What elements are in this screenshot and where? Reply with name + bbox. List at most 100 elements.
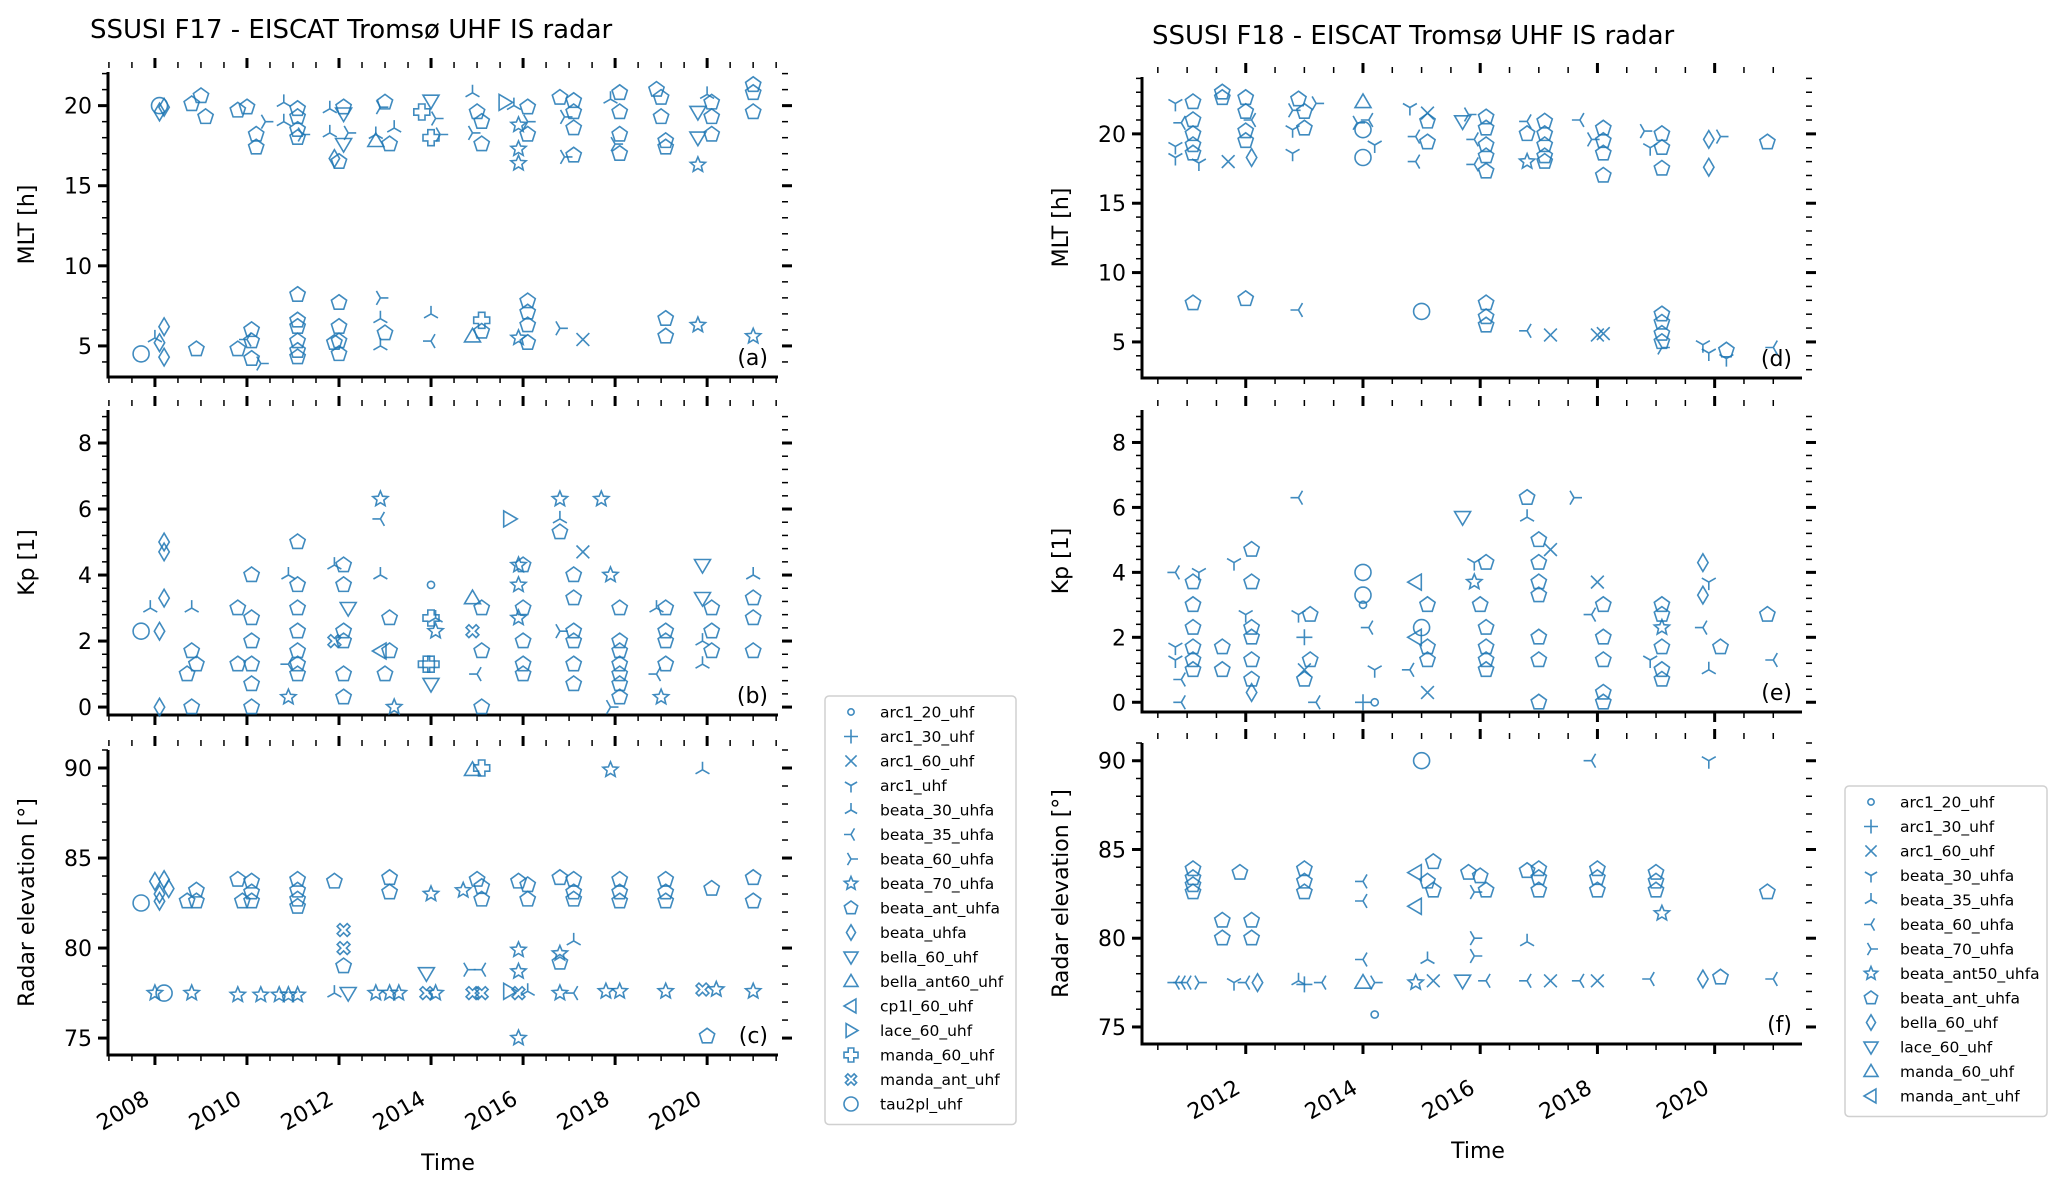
y-tick-label: 6 xyxy=(78,498,92,523)
data-point-beata-70-uhfa xyxy=(508,607,529,627)
data-point-manda-ant-uhf xyxy=(336,940,352,956)
legend-marker-tri-up-icon xyxy=(1864,893,1878,905)
data-point-beata-ant-uhfa xyxy=(611,599,629,616)
data-point-beata-ant-uhfa xyxy=(1594,683,1612,700)
data-point-manda-ant-uhf xyxy=(464,623,481,639)
data-point-beata-30-uhfa xyxy=(1226,977,1242,991)
data-point-beata-ant-uhfa xyxy=(1653,595,1671,613)
data-point-beata-ant-uhfa xyxy=(565,103,583,120)
legend-item-arc1-uhf: arc1_uhf xyxy=(844,777,947,796)
data-point-beata-ant-uhfa xyxy=(325,872,343,889)
data-point-beata-60-uhfa xyxy=(1765,652,1778,668)
data-point-beata-70-uhfa xyxy=(508,1028,529,1047)
data-point-beata-60-uhfa xyxy=(1583,607,1597,622)
legend-marker-circle-icon xyxy=(843,1096,859,1112)
data-point-beata-70-uhfa xyxy=(384,697,404,716)
data-point-beata-ant-uhfa xyxy=(1471,867,1489,884)
data-point-beata-ant-uhfa xyxy=(1184,876,1202,893)
data-point-bella-ant60-uhf xyxy=(366,131,386,148)
data-point-beata-ant-uhfa xyxy=(652,88,670,105)
data-point-beata-ant-uhfa xyxy=(565,566,583,583)
data-point-beata-70-uhfa xyxy=(550,983,570,1002)
data-point-bella-60-uhf xyxy=(1251,972,1264,993)
data-point-beata-70-uhfa xyxy=(1352,115,1366,131)
data-point-beata-60-uhfa xyxy=(375,290,389,306)
data-point-beata-ant-uhfa xyxy=(330,152,348,169)
data-point-beata-ant-uhfa xyxy=(657,883,675,900)
legend-marker-point-circle-icon xyxy=(847,708,855,716)
data-point-bella-ant60-uhf xyxy=(1412,302,1431,321)
data-point-beata-70-uhfa xyxy=(688,154,708,174)
legend-marker-triangle-left-icon xyxy=(842,997,857,1015)
data-point-beata-70-uhfa xyxy=(591,489,611,508)
data-point-beata-ant-uhfa xyxy=(1418,651,1437,668)
x-tick-label: 2016 xyxy=(461,1087,522,1137)
data-point-beata-ant-uhfa xyxy=(703,642,721,659)
data-point-beata-70-uhfa xyxy=(600,759,621,778)
data-point-beata-ant-uhfa xyxy=(289,311,307,328)
data-point-beata-60-uhfa xyxy=(1308,694,1321,710)
data-point-beata-uhfa xyxy=(153,890,166,912)
y-axis-label: Kp [1] xyxy=(1049,528,1074,595)
data-point-beata-60-uhfa xyxy=(1355,874,1368,889)
data-point-beata-ant-uhfa xyxy=(381,883,399,900)
legend-left: arc1_20_uhf arc1_30_uhf arc1_60_uhf arc1_uh… xyxy=(824,695,1017,1126)
data-point-lace-60-uhf xyxy=(502,509,519,529)
data-point-beata-60-uhfa xyxy=(1694,620,1708,635)
data-point-beata-ant-uhfa xyxy=(183,95,201,112)
legend-label: lace_60_uhf xyxy=(880,1022,973,1041)
data-point-beata-ant-uhfa xyxy=(1184,660,1202,678)
y-tick-label: 15 xyxy=(64,175,92,200)
data-point-beata-ant-uhfa xyxy=(1477,108,1495,125)
data-point-beata-ant-uhfa xyxy=(1588,860,1606,877)
data-point-beata-ant-uhfa xyxy=(330,317,348,334)
data-point-beata-ant-uhfa xyxy=(1301,605,1319,622)
legend-label: manda_ant_uhf xyxy=(1900,1088,2020,1107)
legend-marker-tri-right-icon xyxy=(846,852,858,866)
data-point-beata-30-uhfa xyxy=(142,600,158,613)
data-point-beata-ant-uhfa xyxy=(1647,863,1665,880)
data-point-beata-60-uhfa xyxy=(1243,112,1257,128)
data-point-beata-70-uhfa xyxy=(688,315,708,334)
y-tick-label: 6 xyxy=(1112,496,1126,521)
data-point-lace-60-uhf xyxy=(1453,510,1472,527)
data-point-beata-ant-uhfa xyxy=(192,87,210,104)
legend-item-beata-70-uhfa: beata_70_uhfa xyxy=(1866,941,2014,960)
data-point-beata-ant-uhfa xyxy=(519,303,537,320)
data-point-bella-60-uhf xyxy=(421,677,441,694)
legend-item-arc1-60-uhf: arc1_60_uhf xyxy=(1864,843,1995,862)
data-point-beata-ant-uhfa xyxy=(657,632,675,649)
data-point-beata-ant-uhfa xyxy=(289,642,307,659)
data-point-beata-ant-uhfa xyxy=(335,556,353,573)
data-point-lace-60-uhf xyxy=(502,981,519,1001)
data-point-beata-60-uhfa xyxy=(343,125,357,141)
data-point-beata-70-uhfa xyxy=(508,153,529,172)
data-point-beata-ant-uhfa xyxy=(1477,136,1495,153)
data-point-beata-60-uhfa xyxy=(605,699,619,715)
data-point-beata-ant-uhfa xyxy=(1758,605,1776,622)
data-point-beata-ant-uhfa xyxy=(243,320,261,338)
y-tick-label: 85 xyxy=(64,847,92,872)
data-point-beata-ant-uhfa xyxy=(1418,872,1437,889)
data-point-beata-uhfa xyxy=(153,101,166,123)
legend-label: beata_60_uhfa xyxy=(880,851,994,870)
data-point-bella-60-uhf xyxy=(338,601,358,618)
data-point-beata-ant-uhfa xyxy=(703,599,721,616)
data-point-beata-60-uhfa xyxy=(467,125,481,141)
data-point-beata-30-uhfa xyxy=(1168,141,1183,155)
data-point-arc1-60-uhf xyxy=(1543,328,1558,342)
legend-item-manda-60-uhf: manda_60_uhf xyxy=(843,1047,995,1066)
data-point-arc1-60-uhf xyxy=(1590,973,1605,988)
data-point-beata-35-uhfa xyxy=(469,666,482,682)
data-point-beata-30-uhfa xyxy=(373,310,388,324)
data-point-beata-ant-uhfa xyxy=(289,599,307,616)
data-point-beata-ant-uhfa xyxy=(243,655,261,672)
data-point-arc1-60-uhf xyxy=(1590,328,1605,342)
data-point-beata-ant-uhfa xyxy=(1477,881,1495,898)
data-point-beata-60-uhfa xyxy=(1167,565,1181,580)
x-tick-label: 2014 xyxy=(1301,1076,1362,1126)
data-point-beata-ant-uhfa xyxy=(376,93,394,110)
data-point-beata-30-uhfa xyxy=(603,91,618,104)
data-point-beata-30-uhfa xyxy=(695,761,710,775)
